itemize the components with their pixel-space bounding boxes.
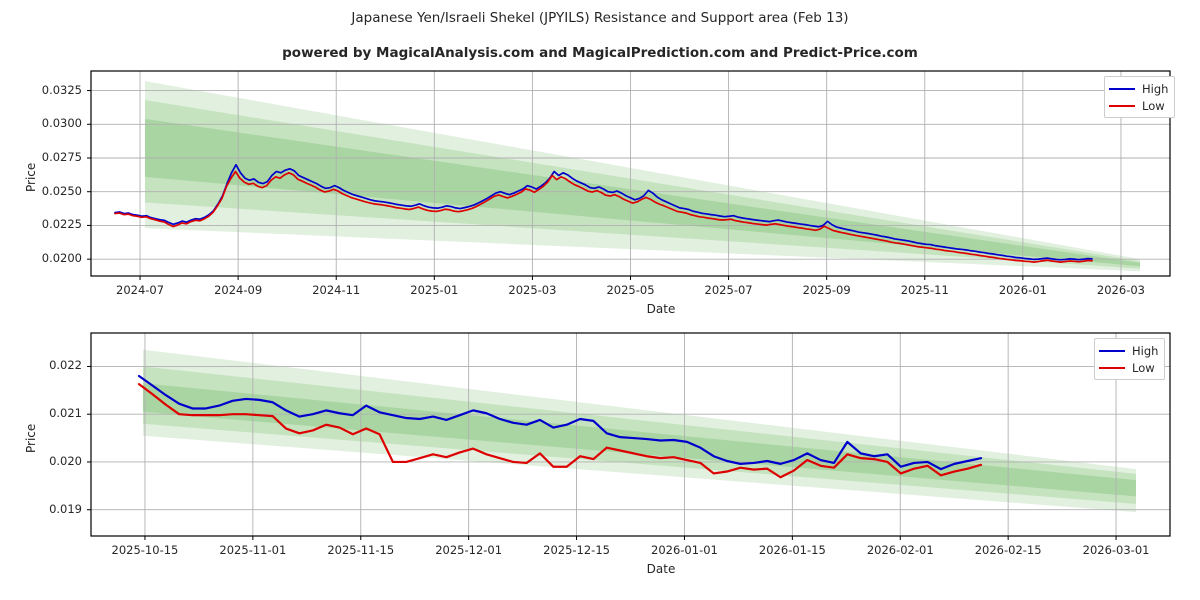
legend-label-low: Low bbox=[1142, 98, 1165, 113]
series-line-low bbox=[114, 170, 1093, 263]
y-tick-label: 0.022 bbox=[49, 358, 82, 373]
page-title: Japanese Yen/Israeli Shekel (JPYILS) Res… bbox=[351, 10, 849, 26]
legend-entry-high[interactable]: High bbox=[1099, 342, 1158, 359]
bottom-x-axis-label: Date bbox=[646, 562, 676, 576]
y-tick-label: 0.0250 bbox=[41, 183, 82, 198]
x-tick-label: 2025-01 bbox=[410, 283, 459, 297]
x-tick-label: 2025-10-15 bbox=[111, 543, 179, 557]
x-tick-label: 2025-11 bbox=[900, 283, 949, 297]
y-tick-label: 0.0300 bbox=[41, 116, 82, 131]
y-tick-label: 0.0200 bbox=[41, 251, 82, 266]
y-tick-label: 0.020 bbox=[49, 453, 82, 468]
series-line-high bbox=[114, 163, 1093, 261]
x-tick-label: 2025-11-15 bbox=[327, 543, 395, 557]
x-tick-label: 2025-12-15 bbox=[543, 543, 610, 557]
y-tick-label: 0.0275 bbox=[41, 149, 82, 164]
top-chart-legend[interactable]: High Low bbox=[1104, 76, 1176, 118]
legend-entry-low[interactable]: Low bbox=[1099, 359, 1158, 376]
band-core bbox=[145, 118, 1140, 267]
legend-label-high: High bbox=[1132, 343, 1159, 358]
legend-swatch-high-icon bbox=[1099, 349, 1125, 352]
y-tick-label: 0.021 bbox=[49, 406, 82, 421]
x-tick-label: 2024-07 bbox=[116, 283, 165, 297]
y-tick-label: 0.0225 bbox=[41, 217, 82, 232]
legend-swatch-high-icon bbox=[1109, 87, 1135, 90]
x-tick-label: 2025-09 bbox=[802, 283, 851, 297]
x-tick-label: 2026-01-15 bbox=[758, 543, 826, 557]
x-tick-label: 2024-09 bbox=[214, 283, 263, 297]
bottom-chart-legend[interactable]: High Low bbox=[1094, 338, 1166, 380]
x-tick-label: 2025-12-01 bbox=[435, 543, 503, 557]
x-tick-label: 2025-07 bbox=[704, 283, 753, 297]
top-x-axis-label: Date bbox=[646, 302, 676, 316]
x-tick-label: 2025-05 bbox=[606, 283, 655, 297]
legend-label-low: Low bbox=[1132, 360, 1155, 375]
x-tick-label: 2026-03-01 bbox=[1082, 543, 1150, 557]
x-tick-label: 2026-02-01 bbox=[866, 543, 934, 557]
legend-entry-high[interactable]: High bbox=[1109, 80, 1168, 97]
y-tick-label: 0.0325 bbox=[41, 82, 82, 97]
y-tick-label: 0.019 bbox=[49, 501, 82, 516]
legend-label-high: High bbox=[1142, 81, 1169, 96]
page-subtitle: powered by MagicalAnalysis.com and Magic… bbox=[282, 45, 918, 61]
bottom-y-axis-label: Price bbox=[24, 423, 38, 453]
x-tick-label: 2026-01 bbox=[998, 283, 1047, 297]
x-tick-label: 2026-02-15 bbox=[974, 543, 1042, 557]
legend-entry-low[interactable]: Low bbox=[1109, 97, 1168, 114]
band-core bbox=[143, 383, 1136, 497]
x-tick-label: 2024-11 bbox=[312, 283, 361, 297]
x-tick-label: 2025-11-01 bbox=[219, 543, 287, 557]
series-line-low bbox=[137, 383, 983, 479]
series-line-high bbox=[137, 374, 983, 471]
x-tick-label: 2026-03 bbox=[1096, 283, 1145, 297]
legend-swatch-low-icon bbox=[1099, 366, 1125, 369]
x-tick-label: 2026-01-01 bbox=[651, 543, 718, 557]
legend-swatch-low-icon bbox=[1109, 104, 1135, 107]
band-mid bbox=[145, 100, 1140, 269]
x-tick-label: 2025-03 bbox=[508, 283, 557, 297]
